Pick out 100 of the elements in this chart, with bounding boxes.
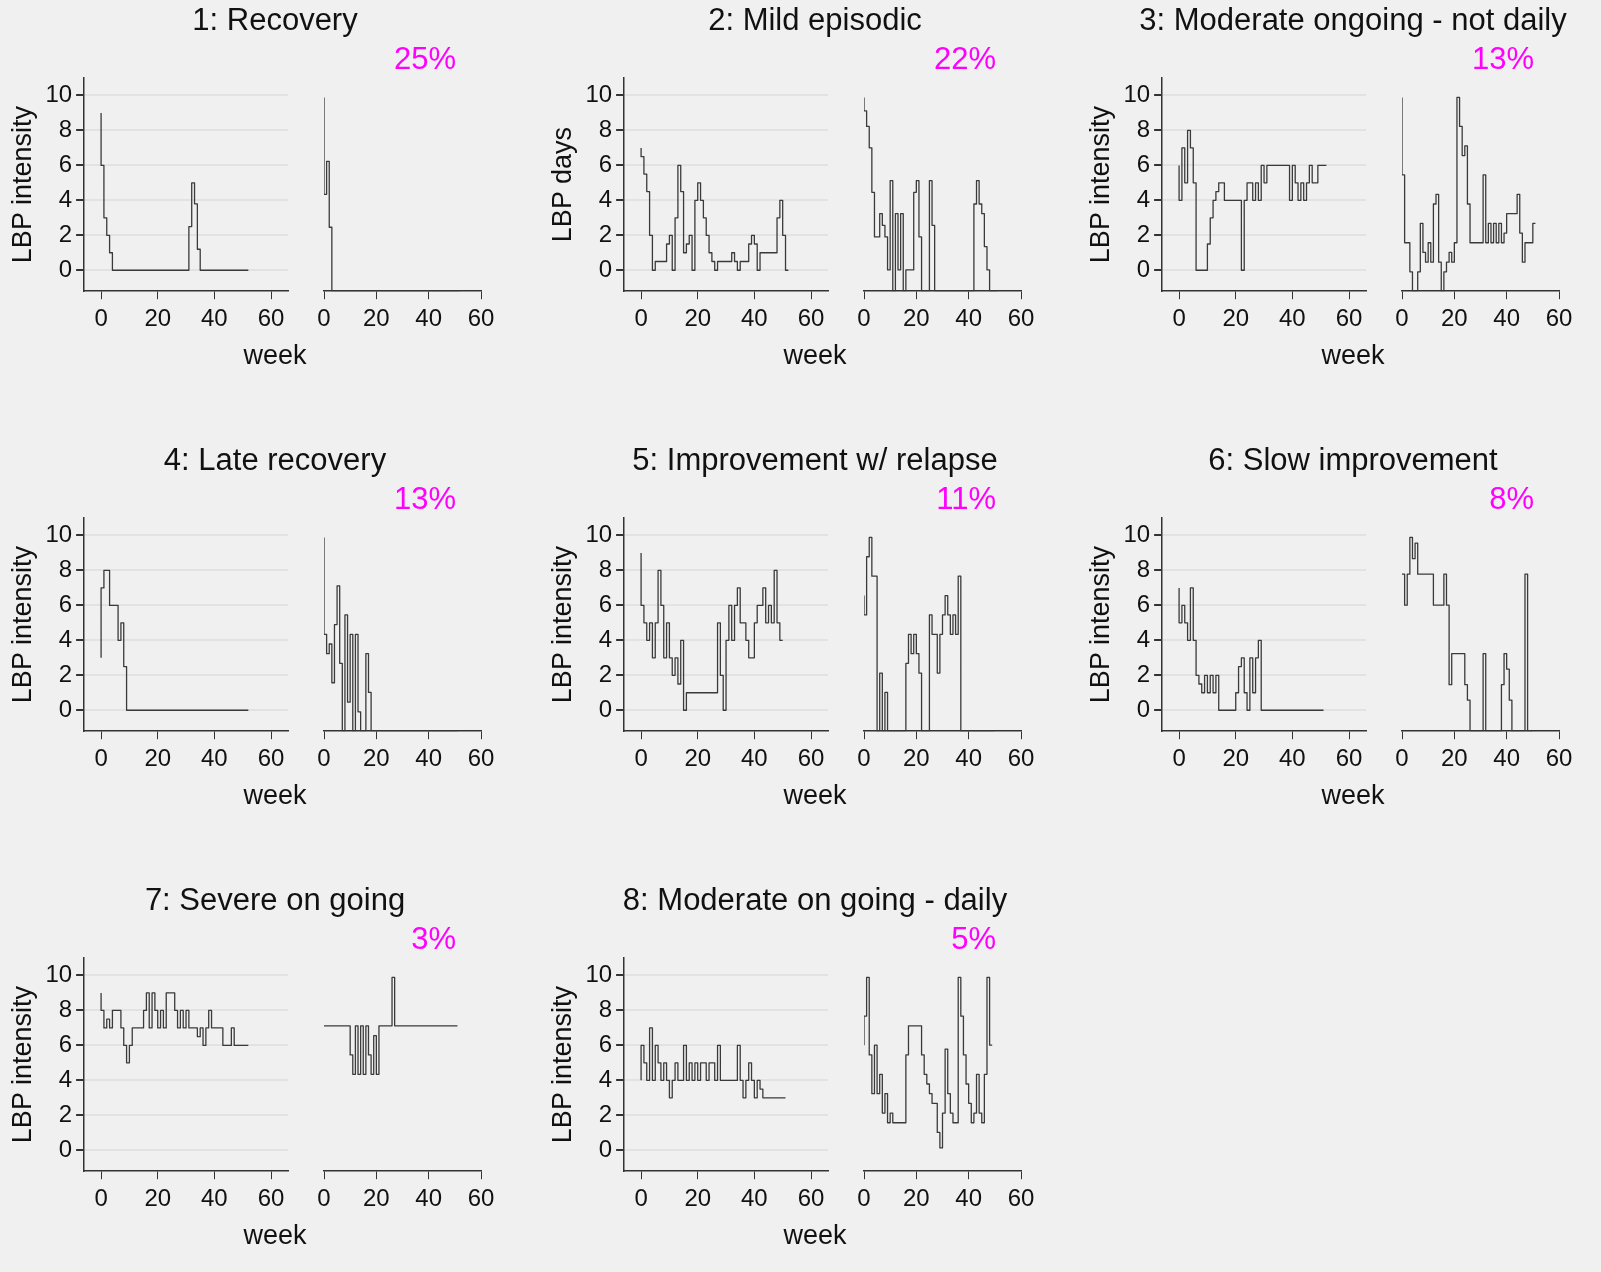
x-tick-label: 0: [1395, 304, 1409, 332]
x-tick-label: 60: [467, 744, 495, 772]
x-tick-label: 0: [857, 304, 871, 332]
y-tick-label: 2: [598, 1099, 613, 1127]
x-tick-label: 40: [741, 744, 768, 772]
text: 5%: [951, 921, 996, 957]
x-axis-title: week: [782, 1220, 848, 1251]
x-tick-label: 40: [741, 304, 768, 332]
x-tick-label: 40: [955, 1184, 983, 1212]
y-tick-label: 8: [598, 115, 613, 143]
y-tick-label: 0: [58, 254, 73, 282]
chart-title: 6: Slow improvement: [1207, 442, 1499, 478]
y-tick-label: 0: [58, 694, 73, 722]
x-tick-label: 20: [144, 744, 172, 772]
x-tick-label: 40: [741, 1184, 768, 1212]
x-tick-label: 40: [201, 1184, 228, 1212]
x-tick-label: 60: [1335, 744, 1363, 772]
y-tick-label: 10: [585, 960, 613, 988]
y-tick-label: 4: [598, 1064, 613, 1092]
y-tick-label: 2: [58, 219, 73, 247]
x-tick-label: 60: [257, 304, 285, 332]
y-tick-label: 10: [1123, 80, 1151, 108]
x-tick-label: 40: [201, 744, 228, 772]
x-tick-label: 60: [467, 1184, 495, 1212]
text: 13%: [1471, 41, 1534, 77]
y-tick-label: 6: [58, 150, 73, 177]
x-tick-label: 20: [902, 304, 930, 332]
x-axis-title: week: [242, 340, 308, 371]
x-tick-label: 60: [1007, 1184, 1035, 1212]
y-tick-label: 0: [1136, 694, 1151, 722]
x-tick-label: 20: [902, 744, 930, 772]
y-tick-label: 8: [58, 115, 73, 143]
y-tick-label: 2: [58, 659, 73, 687]
x-tick-label: 0: [1395, 744, 1409, 772]
x-tick-label: 0: [857, 1184, 871, 1212]
x-tick-label: 20: [902, 1184, 930, 1212]
text: 11%: [936, 481, 996, 517]
chart-title: 8: Moderate on going - daily: [621, 882, 1009, 918]
x-tick-label: 0: [94, 304, 108, 332]
x-tick-label: 40: [415, 304, 443, 332]
x-tick-label: 20: [684, 744, 712, 772]
y-tick-label: 8: [1136, 115, 1151, 143]
y-tick-label: 0: [598, 1134, 613, 1162]
y-tick-label: 2: [1136, 659, 1151, 687]
y-axis-title: LBP intensity: [1084, 545, 1115, 704]
x-tick-label: 20: [1222, 744, 1250, 772]
text: 22%: [933, 41, 996, 77]
x-tick-label: 40: [1279, 744, 1306, 772]
x-tick-label: 60: [257, 744, 285, 772]
x-tick-label: 20: [144, 1184, 172, 1212]
x-axis-title: week: [1320, 780, 1386, 811]
y-tick-label: 4: [58, 184, 73, 212]
y-axis-title: LBP intensity: [546, 545, 577, 704]
y-tick-label: 10: [585, 80, 613, 108]
y-axis-title: LBP intensity: [6, 985, 37, 1144]
x-tick-label: 20: [684, 304, 712, 332]
y-tick-label: 10: [45, 520, 73, 548]
x-tick-label: 60: [1335, 304, 1363, 332]
x-tick-label: 40: [1493, 304, 1521, 332]
x-tick-label: 0: [857, 744, 871, 772]
text: 3%: [411, 921, 456, 957]
x-tick-label: 20: [362, 304, 390, 332]
x-tick-label: 60: [1007, 304, 1035, 332]
y-tick-label: 10: [45, 960, 73, 988]
x-tick-label: 40: [415, 1184, 443, 1212]
chart-title: 4: Late recovery: [162, 442, 388, 478]
y-tick-label: 8: [598, 555, 613, 583]
text: 25%: [393, 41, 456, 77]
x-tick-label: 0: [634, 744, 648, 772]
x-tick-label: 40: [955, 304, 983, 332]
x-tick-label: 60: [797, 304, 825, 332]
y-tick-label: 2: [58, 1099, 73, 1127]
y-tick-label: 10: [45, 80, 73, 108]
y-tick-label: 8: [598, 995, 613, 1023]
y-tick-label: 10: [585, 520, 613, 548]
x-tick-label: 0: [1172, 744, 1186, 772]
x-tick-label: 40: [201, 304, 228, 332]
x-axis-title: week: [1320, 340, 1386, 371]
text: 8%: [1489, 481, 1534, 517]
x-tick-label: 0: [634, 304, 648, 332]
y-tick-label: 0: [598, 254, 613, 282]
x-axis-title: week: [242, 1220, 308, 1251]
x-tick-label: 60: [1545, 304, 1573, 332]
y-tick-label: 2: [598, 659, 613, 687]
y-tick-label: 0: [1136, 254, 1151, 282]
x-tick-label: 20: [144, 304, 172, 332]
x-tick-label: 60: [797, 1184, 825, 1212]
y-axis-title: LBP intensity: [6, 105, 37, 264]
x-tick-label: 0: [317, 304, 331, 332]
y-tick-label: 10: [1123, 520, 1151, 548]
chart-title: 7: Severe on going: [143, 882, 407, 918]
x-tick-label: 60: [257, 1184, 285, 1212]
text: 13%: [393, 481, 456, 517]
y-tick-label: 6: [598, 590, 613, 617]
y-tick-label: 8: [1136, 555, 1151, 583]
y-tick-label: 4: [58, 1064, 73, 1092]
y-tick-label: 8: [58, 555, 73, 583]
x-tick-label: 20: [362, 744, 390, 772]
x-tick-label: 60: [1545, 744, 1573, 772]
y-tick-label: 0: [598, 694, 613, 722]
